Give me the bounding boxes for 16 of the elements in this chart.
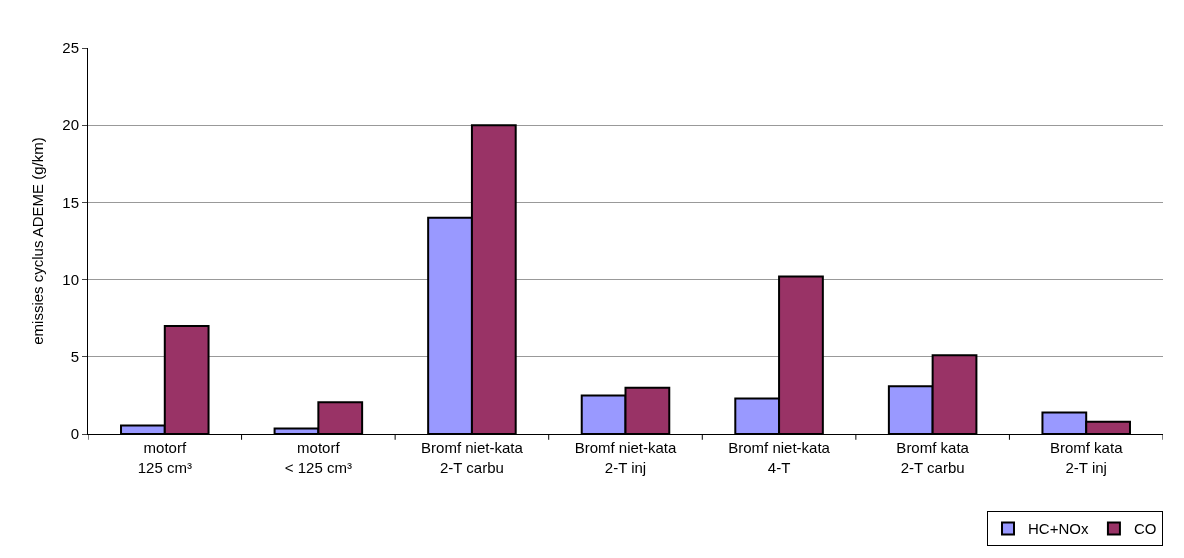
y-tick-label: 20 [62,116,79,134]
x-tick-label: motorf 125 cm³ [137,439,192,476]
y-tick-label: 5 [70,348,79,366]
x-tick-label: Bromf niet-kata 4-T [728,439,831,476]
x-tick-label: Bromf kata 2-T inj [1049,439,1124,476]
y-tick-label: 15 [62,193,79,211]
y-tick-label: 10 [62,270,79,288]
legend-label: CO [1133,520,1157,538]
x-tick-label: motorf < 125 cm³ [284,439,352,476]
y-axis-title: emissies cyclus ADEME (g/km) [28,137,46,345]
legend-label: HC+NOx [1028,520,1089,538]
x-tick-label: Bromf niet-kata 2-T carbu [421,439,524,476]
y-tick-label: 25 [62,39,79,57]
x-tick-label: Bromf kata 2-T carbu [896,439,970,476]
y-tick-label: 0 [70,425,79,443]
x-tick-label: Bromf niet-kata 2-T inj [574,439,677,476]
